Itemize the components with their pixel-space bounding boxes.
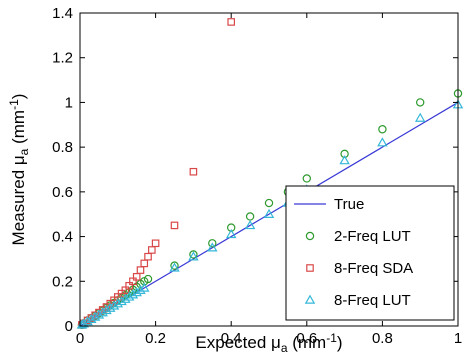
x-tick-label: 0.4 [221,330,242,347]
legend-item: 8-Freq SDA [306,260,413,277]
data-point [105,302,116,312]
data-point [227,18,236,26]
x-tick-label: 1 [454,330,462,347]
data-point [225,228,237,239]
data-point [93,309,105,319]
data-point [78,318,90,328]
x-tick-label: 0.2 [145,330,166,347]
data-point [207,242,218,252]
data-point [244,219,256,230]
y-tick-label: 0 [65,318,73,335]
y-axis-label: Measured μa (mm-1) [7,94,31,246]
x-tick-label: 0.8 [372,330,393,347]
axes-frame [79,12,459,327]
data-point [414,112,426,122]
legend-marker [306,264,314,272]
legend-label: 2-Freq LUT [334,228,411,245]
axis-labels: Expected μa (mm-1) Measured μa (mm-1) [7,94,343,355]
y-tick-label: 0.4 [52,229,73,246]
ticks-layer: 0 0.2 0.4 0.6 0.8 1 0 0.2 0.4 0.6 0.8 1 1.2 1.4 [52,5,462,347]
data-point [131,287,142,297]
data-point [82,316,93,326]
legend-label: 8-Freq SDA [334,260,413,277]
legend-marker [304,294,316,304]
data-point [139,282,150,292]
data-point [123,291,135,301]
legend-item: 8-Freq LUT [304,292,411,309]
x-tick-label: 0.6 [296,330,317,347]
y-tick-label: 1.2 [52,50,73,67]
data-point [188,251,199,261]
data-point [170,221,179,230]
y-tick-label: 1 [65,94,73,111]
x-tick-label: 0 [76,330,84,347]
y-tick-label: 0.6 [52,184,73,201]
data-point [89,311,101,321]
legend: True 2-Freq LUT 8-Freq SDA 8-Freq LUT [285,185,455,321]
data-point [264,198,274,208]
legend-label: 8-Freq LUT [334,292,411,309]
data-point [151,239,160,248]
legend-box [285,185,455,321]
data-point [263,208,275,218]
axes-layer [79,12,459,327]
legend-marker [305,231,315,241]
legend-item: True [294,196,364,213]
data-point [339,155,350,165]
data-point [189,250,198,259]
series-line [79,101,459,327]
data-point [97,307,108,317]
data-point [169,262,180,272]
data-point [116,295,127,306]
y-tick-label: 0.2 [52,273,73,290]
data-point [189,167,198,176]
data-point [143,274,153,284]
data-point [208,239,217,248]
data-point [101,304,112,315]
x-axis-label: Expected μa (mm-1) [195,331,342,355]
data-point [378,125,387,134]
data-point [108,300,120,310]
y-tick-label: 0.8 [52,139,73,156]
data-point [170,261,179,270]
data-point [86,313,97,324]
data-point [120,293,131,303]
data-point [127,289,139,299]
data-point [112,298,124,308]
legend-label: True [334,196,364,213]
data-point [302,174,311,183]
y-tick-label: 1.4 [52,5,73,22]
series-true [79,101,459,327]
data-point [377,137,388,147]
data-point [416,98,425,107]
data-point [135,284,146,294]
legend-item: 2-Freq LUT [305,228,411,245]
